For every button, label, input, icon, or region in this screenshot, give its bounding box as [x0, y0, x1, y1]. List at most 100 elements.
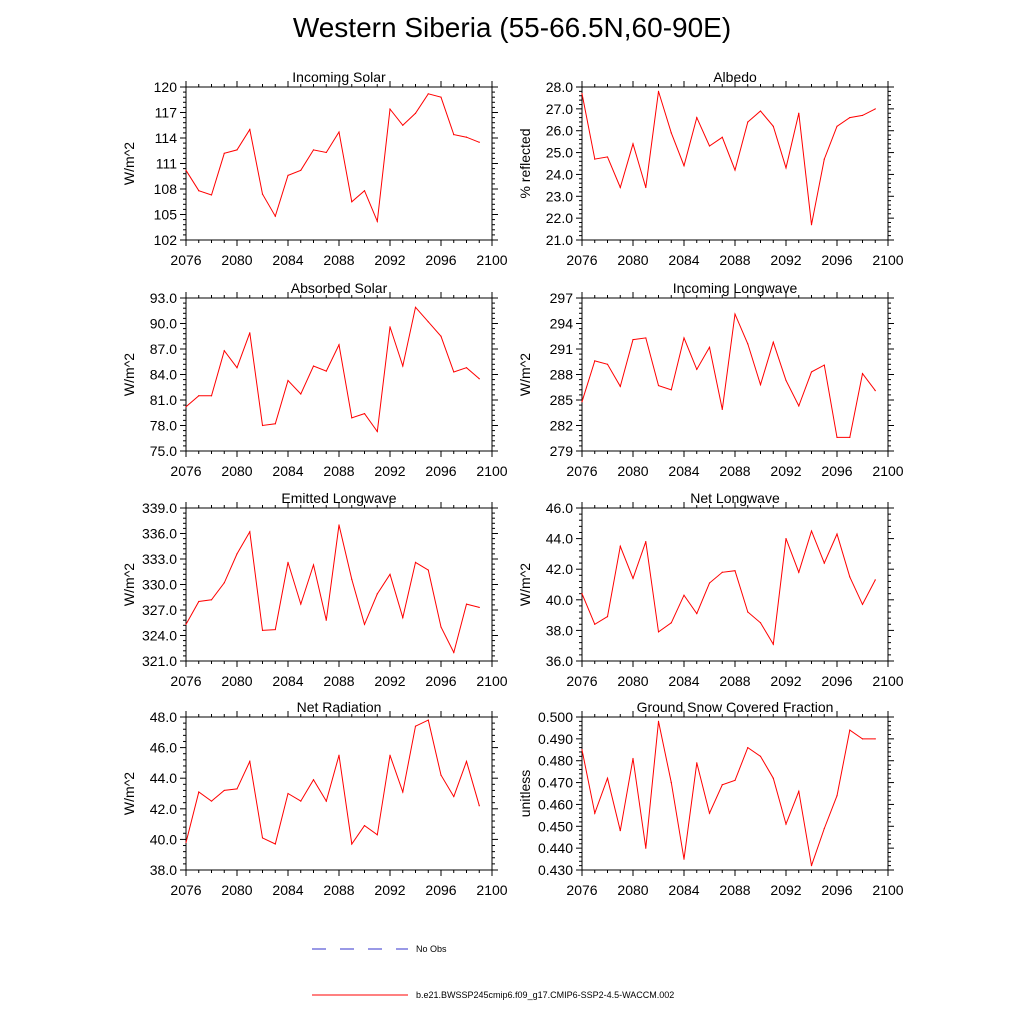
data-point [632, 339, 634, 341]
data-point [747, 343, 749, 345]
data-point [185, 841, 187, 844]
data-point [874, 390, 876, 392]
data-point [440, 774, 442, 776]
x-tick-label: 2080 [221, 252, 252, 268]
plot-frame [581, 86, 889, 241]
x-tick-label: 2088 [323, 882, 354, 898]
data-point [210, 395, 213, 397]
data-point [683, 858, 685, 860]
y-tick-label: 102 [154, 232, 178, 248]
chart-panel-3: Absorbed Solar W/m^2 2076 2080 2084 2088 2092 2… [121, 280, 508, 479]
data-point [249, 332, 251, 334]
y-tick-label: 297 [550, 290, 574, 306]
data-point [185, 623, 187, 626]
data-point [312, 149, 315, 151]
data-point [198, 190, 200, 192]
data-point [300, 603, 302, 605]
y-tick-label: 333.0 [142, 551, 177, 567]
data-point [249, 531, 251, 533]
chart-title: Net Longwave [690, 490, 780, 506]
data-point [606, 156, 609, 158]
plot-frame [185, 716, 493, 871]
x-tick-label: 2096 [821, 252, 852, 268]
x-tick-label: 2088 [323, 252, 354, 268]
x-tick-label: 2096 [821, 673, 852, 689]
y-tick-label: 28.0 [546, 79, 573, 95]
y-tick-label: 0.470 [538, 775, 573, 791]
data-point [185, 169, 187, 171]
chart-title: Albedo [713, 69, 757, 85]
data-point [376, 834, 378, 836]
data-point [223, 789, 225, 792]
x-tick-label: 2084 [668, 463, 699, 479]
data-point [363, 413, 366, 415]
chart-title: Ground Snow Covered Fraction [637, 699, 834, 715]
data-point [465, 760, 468, 762]
data-point [632, 143, 634, 145]
data-point [645, 541, 647, 543]
x-tick-label: 2076 [170, 673, 201, 689]
data-point [351, 417, 353, 419]
x-tick-label: 2080 [617, 673, 648, 689]
y-axis-label: % reflected [517, 128, 533, 198]
data-point [721, 571, 723, 573]
data-point [338, 754, 340, 756]
y-tick-label: 0.480 [538, 753, 573, 769]
x-tick-label: 2100 [476, 463, 507, 479]
x-tick-label: 2100 [872, 252, 903, 268]
x-tick-label: 2080 [221, 463, 252, 479]
data-point [696, 368, 698, 370]
data-point [836, 125, 838, 127]
data-point [619, 186, 621, 189]
data-point [478, 606, 480, 609]
y-tick-label: 75.0 [150, 443, 177, 459]
data-point [198, 395, 200, 397]
data-point [389, 326, 391, 328]
data-point [708, 346, 711, 348]
data-point [312, 564, 315, 566]
y-tick-label: 120 [154, 79, 178, 95]
data-point [581, 92, 583, 95]
x-tick-label: 2100 [476, 673, 507, 689]
data-point [351, 201, 353, 203]
data-point [427, 321, 429, 323]
x-tick-label: 2092 [770, 673, 801, 689]
data-point [670, 622, 672, 624]
data-point [874, 108, 876, 110]
data-point [376, 430, 378, 433]
data-point [261, 837, 264, 839]
data-point [696, 762, 698, 764]
data-point [670, 389, 672, 391]
legend-model-label: b.e21.BWSSP245cmip6.f09_g17.CMIP6-SSP2-4… [416, 990, 675, 1000]
data-point [810, 371, 813, 373]
x-tick-label: 2092 [374, 673, 405, 689]
x-tick-label: 2084 [272, 673, 303, 689]
y-tick-label: 84.0 [150, 367, 177, 383]
data-point [414, 561, 417, 564]
x-tick-label: 2084 [668, 882, 699, 898]
y-tick-label: 294 [550, 316, 574, 332]
y-tick-label: 38.0 [150, 862, 177, 878]
plot-frame [185, 297, 493, 452]
data-point [670, 781, 672, 784]
data-point [861, 738, 864, 740]
y-tick-label: 21.0 [546, 232, 573, 248]
chart-title: Absorbed Solar [291, 280, 388, 296]
x-tick-label: 2084 [668, 252, 699, 268]
data-point [632, 577, 634, 579]
data-point [325, 370, 327, 372]
data-point [810, 865, 813, 867]
data-point [759, 384, 762, 386]
data-point [657, 90, 660, 92]
data-point [708, 145, 711, 147]
y-tick-label: 24.0 [546, 166, 573, 182]
y-tick-label: 339.0 [142, 500, 177, 516]
data-point [236, 367, 238, 369]
x-tick-label: 2080 [221, 882, 252, 898]
y-axis-label: W/m^2 [517, 563, 533, 606]
x-tick-label: 2088 [719, 252, 750, 268]
data-point [363, 623, 366, 626]
y-tick-label: 23.0 [546, 188, 573, 204]
x-tick-label: 2084 [272, 882, 303, 898]
